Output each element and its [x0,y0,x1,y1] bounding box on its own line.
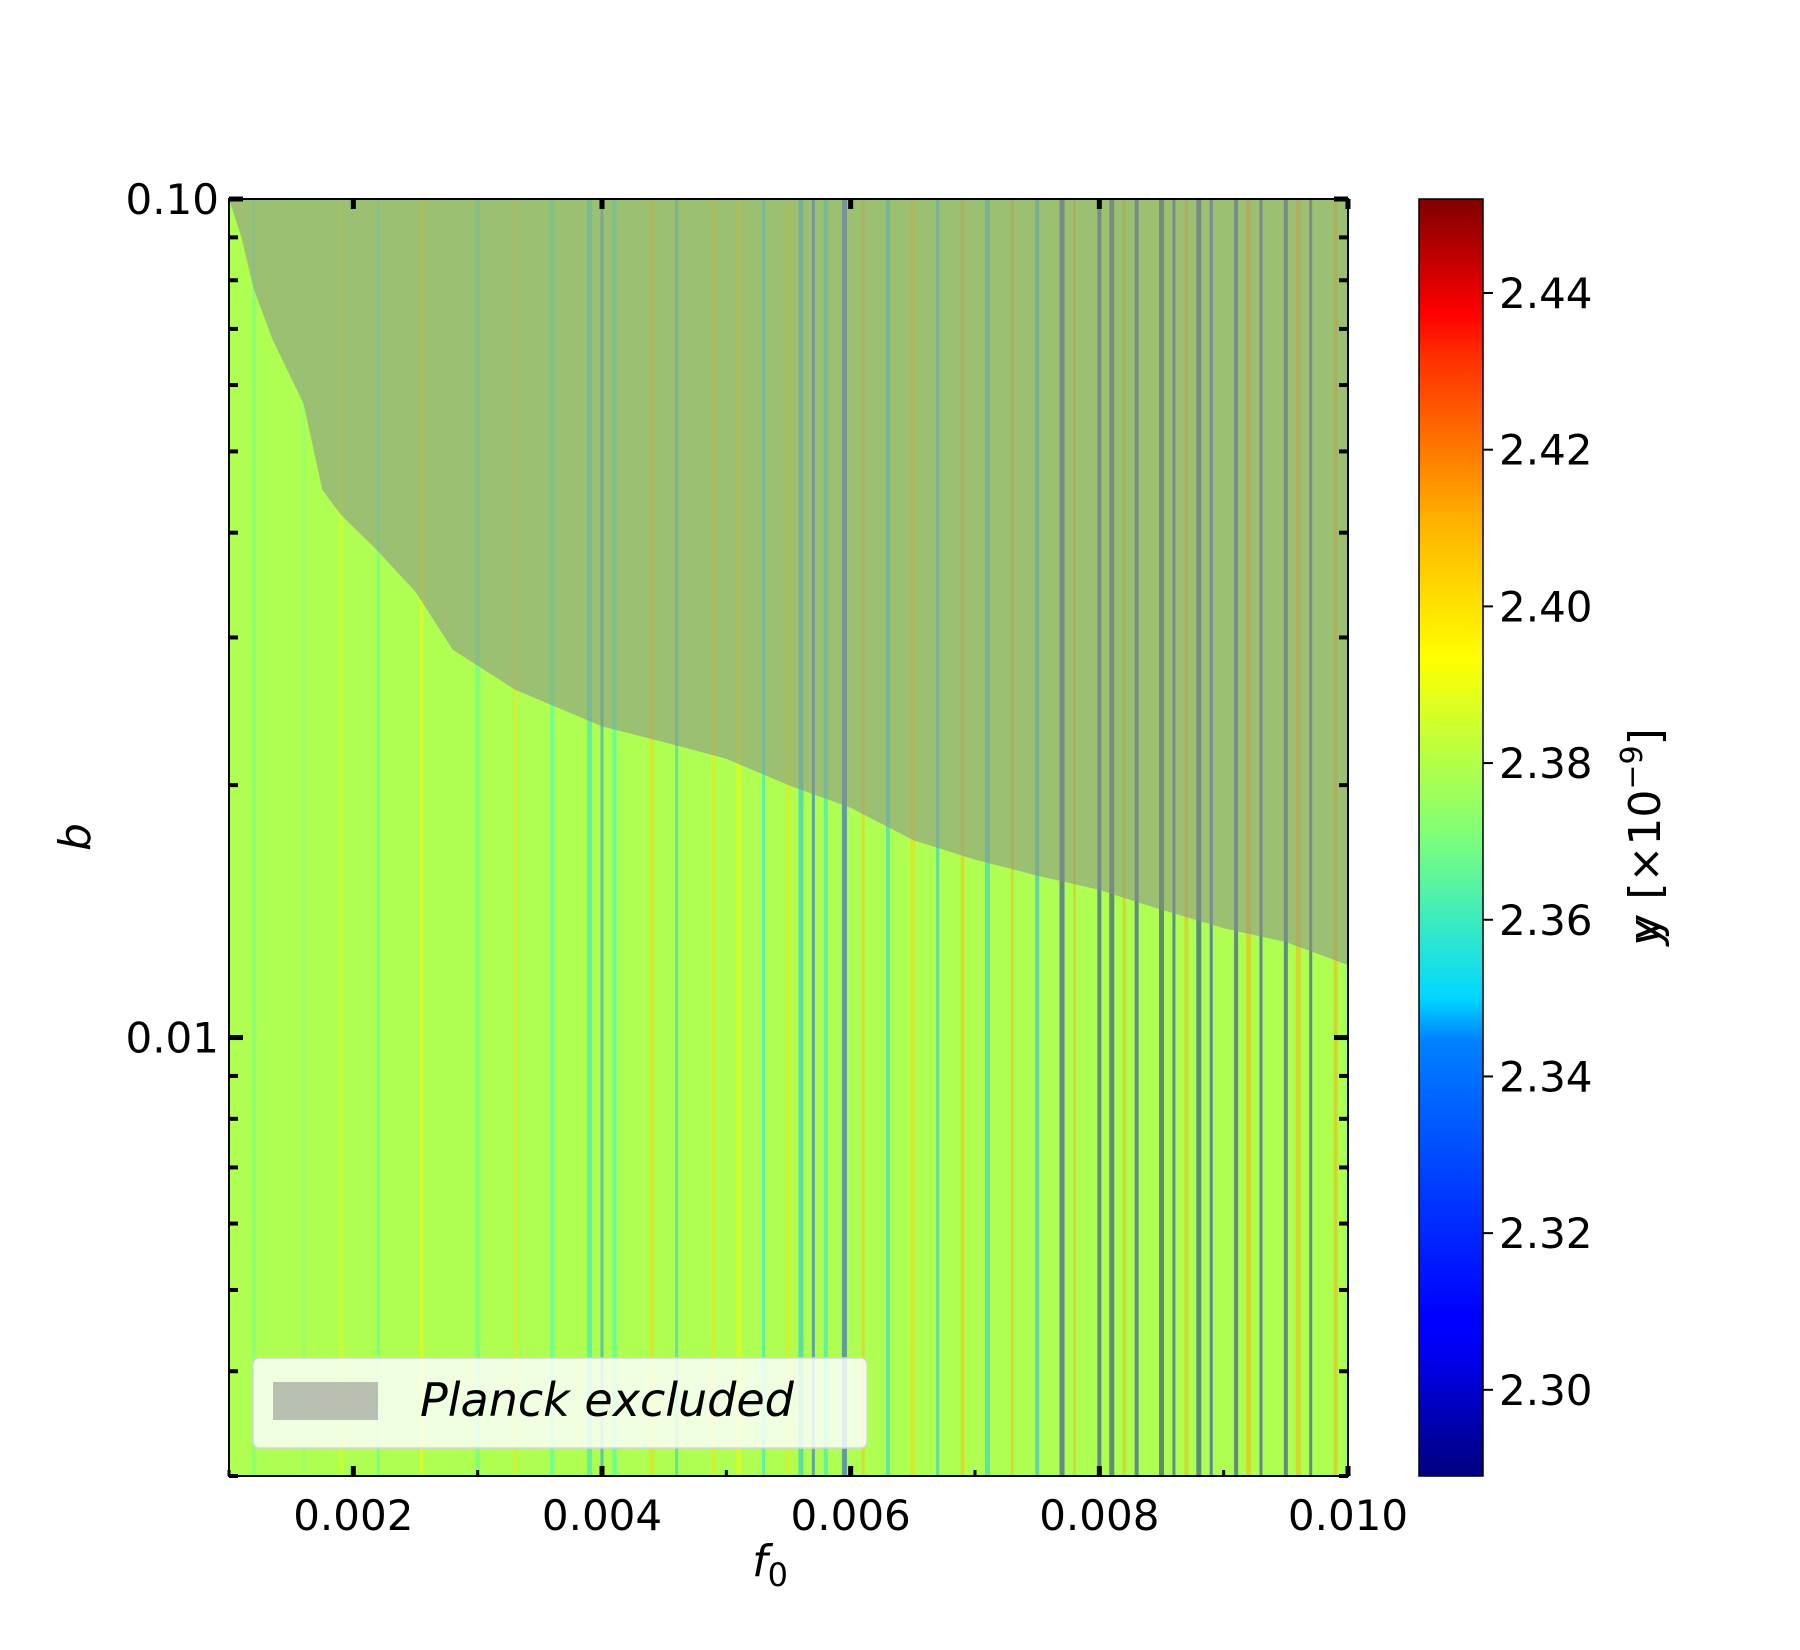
legend-box [252,1357,868,1449]
legend: Planck excluded [252,1357,868,1449]
colorbar-tick-label: 2.44 [1499,269,1593,318]
heatmap-stripe [600,199,604,1476]
heatmap-stripe [711,199,716,1476]
heatmap [229,199,1348,1476]
heatmap-stripe [762,199,766,1476]
colorbar: 2.30 2.32 2.34 2.36 2.38 2.40 2.42 2.44 yy [×10… [1418,198,1671,1477]
heatmap-stripe [252,199,256,1476]
y-axis-label: b [50,823,101,851]
colorbar-tick-label: 2.30 [1499,1366,1593,1415]
x-tick-label: 0.004 [542,1491,662,1540]
heatmap-stripe [419,199,424,1476]
colorbar-label-exp: −9 [1615,745,1650,789]
x-tick-label: 0.008 [1039,1491,1159,1540]
heatmap-stripe [612,199,617,1476]
x-axis-ticks: 0.002 0.004 0.006 0.008 0.010 [227,199,1408,1540]
legend-label-excluded: Planck excluded [420,1373,795,1427]
x-tick-label: 0.002 [293,1491,413,1540]
colorbar-tick-label: 2.36 [1499,896,1593,945]
colorbar-label-close: ] [1620,728,1671,745]
heatmap-stripe [798,199,804,1476]
heatmap-stripe [885,199,890,1476]
heatmap-stripe [841,199,847,1476]
heatmap-stripe [823,199,828,1476]
heatmap-stripe [338,199,344,1476]
plot-frame [228,198,1349,1477]
x-tick-label: 0.006 [791,1491,911,1540]
heatmap-stripe [675,199,679,1476]
legend-swatch-excluded [273,1382,378,1420]
planck-excluded-region [229,199,1348,966]
heatmap-stripe [736,199,742,1476]
colorbar-tick-label: 2.40 [1499,582,1593,631]
colorbar-tick-label: 2.32 [1499,1209,1593,1258]
colorbar-label-italic-y: y [1620,919,1671,948]
colorbar-label: yy [×10−9] [1615,728,1671,948]
heatmap-stripe [811,199,815,1476]
y-tick-label: 0.01 [125,1014,219,1063]
x-tick-label: 0.010 [1288,1491,1408,1540]
colorbar-ticks: 2.30 2.32 2.34 2.36 2.38 2.40 2.42 2.44 [1483,269,1593,1415]
heatmap-stripe [550,199,555,1476]
heatmap-stripe [861,199,865,1476]
heatmap-stripe [475,199,481,1476]
colorbar-gradient [1418,198,1484,1477]
y-axis-ticks: 0.10 0.01 [125,175,1348,1478]
colorbar-tick-label: 2.34 [1499,1052,1593,1101]
colorbar-tick-label: 2.42 [1499,426,1593,475]
colorbar-label-base: y [×10 [1620,790,1671,940]
colorbar-tick-label: 2.38 [1499,739,1593,788]
y-tick-label: 0.10 [125,175,219,224]
x-axis-label-sub: 0 [768,1556,788,1594]
heatmap-stripe [513,199,517,1476]
heatmap-stripe [786,199,791,1476]
heatmap-stripe [376,199,380,1476]
heatmap-stripe [301,199,306,1476]
heatmap-stripe [587,199,593,1476]
x-axis-label: f0 [752,1536,788,1594]
heatmap-stripe [649,199,655,1476]
